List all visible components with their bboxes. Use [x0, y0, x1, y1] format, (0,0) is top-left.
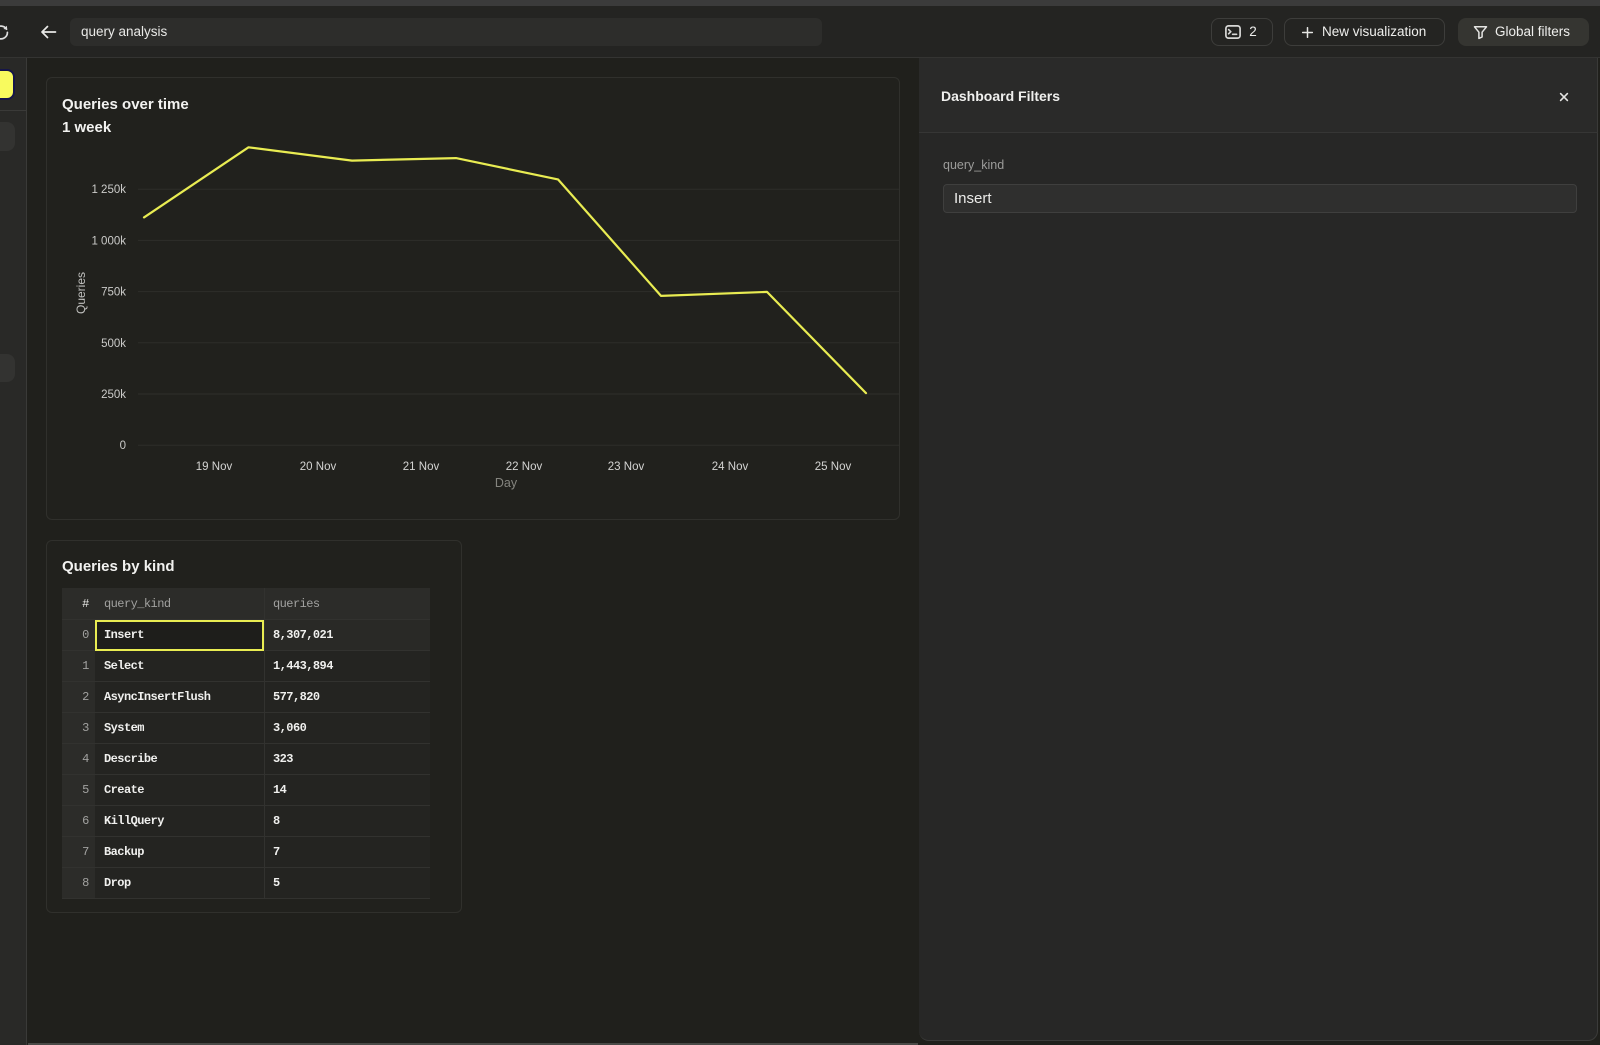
svg-text:Day: Day: [495, 476, 518, 490]
svg-text:21 Nov: 21 Nov: [403, 461, 440, 473]
svg-text:24 Nov: 24 Nov: [712, 461, 749, 473]
svg-text:23 Nov: 23 Nov: [608, 461, 645, 473]
svg-text:Queries: Queries: [74, 272, 88, 314]
svg-text:250k: 250k: [101, 389, 126, 401]
svg-text:19 Nov: 19 Nov: [196, 461, 233, 473]
svg-text:500k: 500k: [101, 338, 126, 350]
svg-text:25 Nov: 25 Nov: [815, 461, 852, 473]
svg-text:20 Nov: 20 Nov: [300, 461, 337, 473]
svg-text:0: 0: [120, 440, 126, 452]
svg-text:1 250k: 1 250k: [91, 184, 126, 196]
svg-text:1 000k: 1 000k: [91, 235, 126, 247]
svg-text:22 Nov: 22 Nov: [506, 461, 543, 473]
svg-text:750k: 750k: [101, 287, 126, 299]
